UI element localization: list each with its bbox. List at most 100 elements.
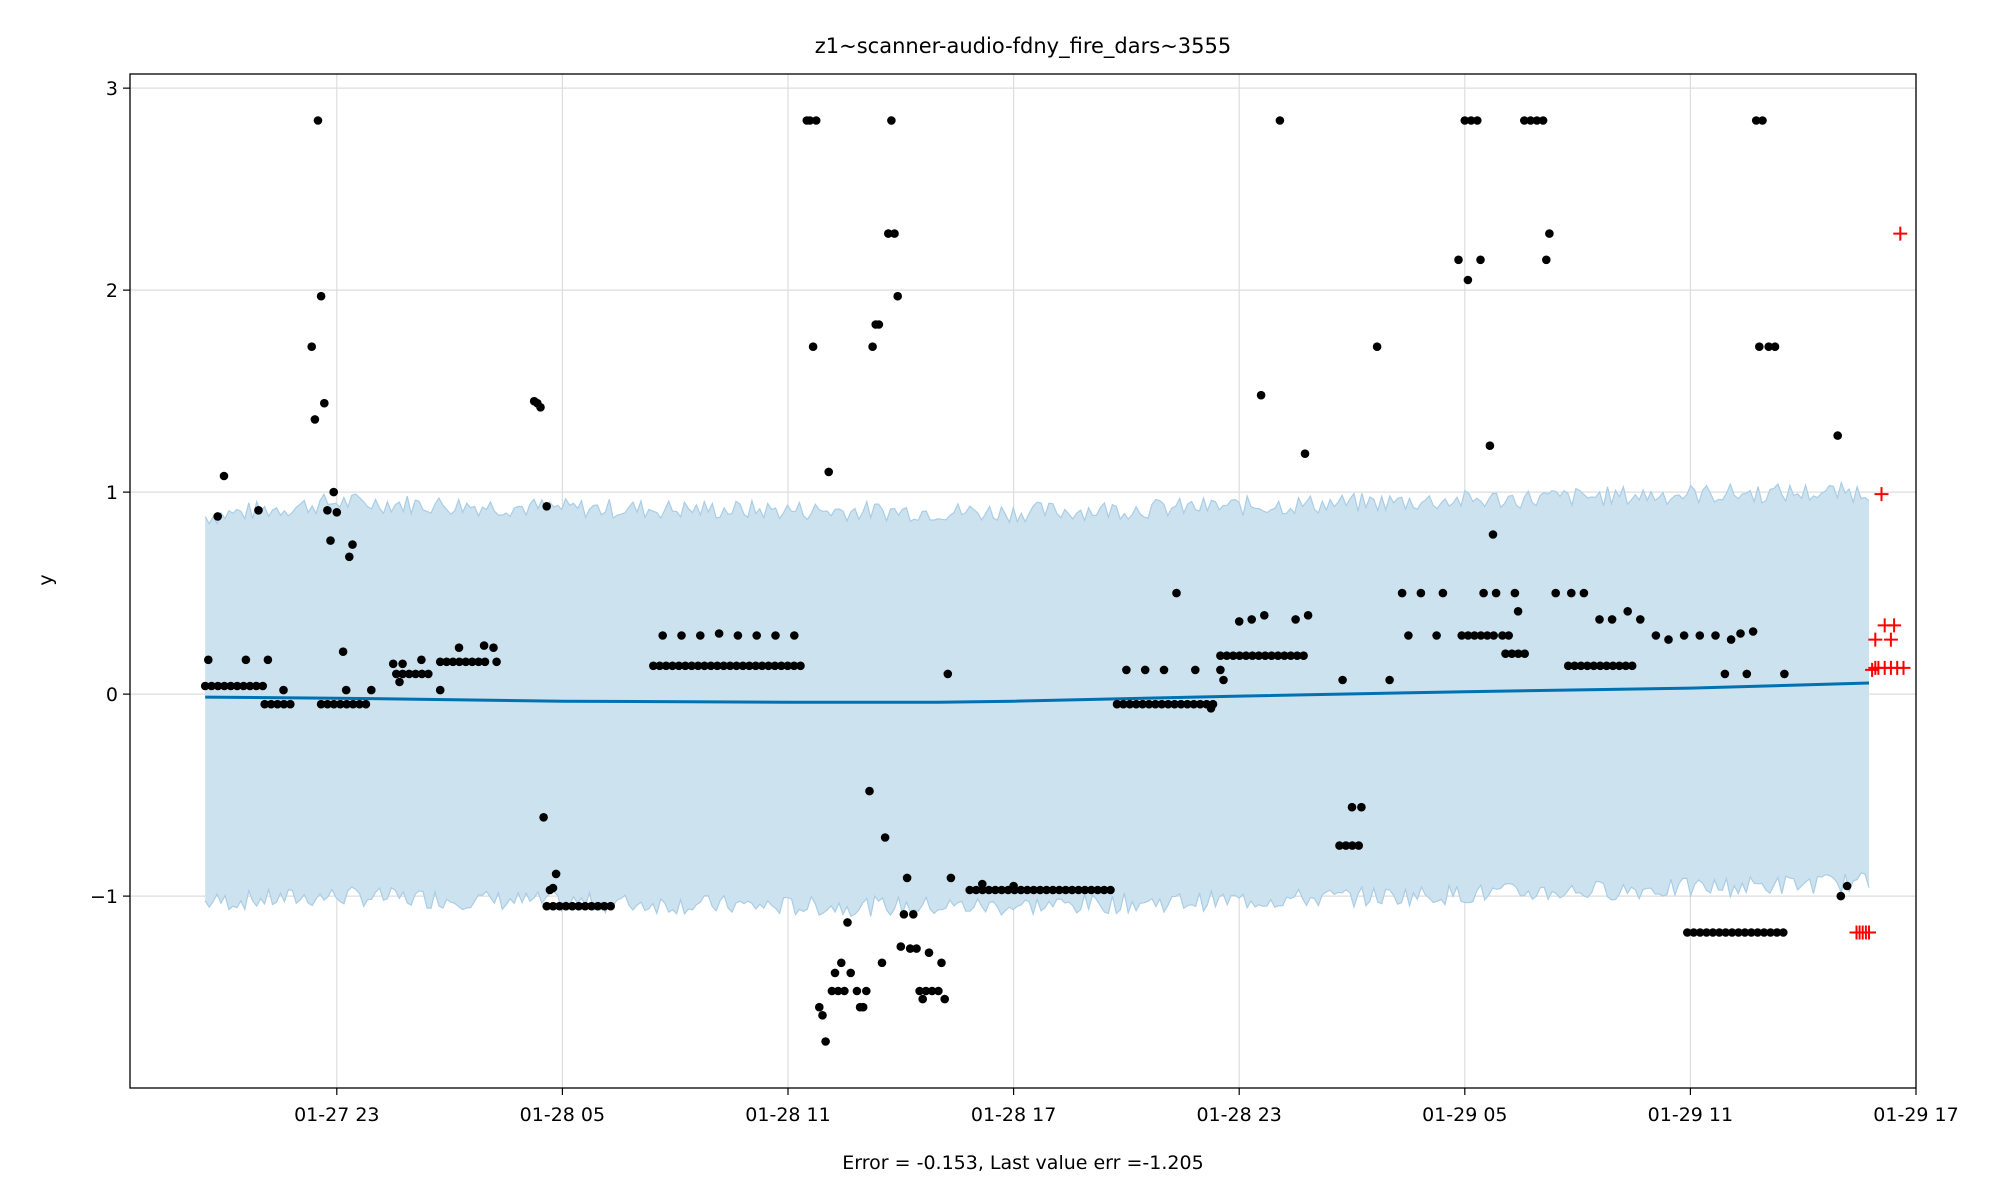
observed-point	[1348, 841, 1357, 850]
observed-point	[1498, 631, 1507, 640]
observed-point	[1520, 649, 1529, 658]
observed-point	[1241, 651, 1251, 660]
observed-point	[790, 631, 799, 640]
y-tick-label: 0	[106, 684, 118, 706]
observed-point	[323, 699, 332, 709]
x-tick-label: 01-29 05	[1422, 1104, 1507, 1126]
observed-point	[548, 901, 558, 911]
observed-point	[1216, 665, 1225, 675]
observed-point	[937, 958, 946, 968]
observed-point	[454, 643, 464, 652]
observed-point	[341, 685, 351, 695]
observed-point	[213, 512, 222, 521]
observed-point	[1280, 651, 1289, 660]
x-axis-label: Error = -0.153, Last value err =-1.205	[842, 1152, 1203, 1174]
observed-point	[411, 669, 420, 679]
x-tick-label: 01-28 05	[520, 1104, 605, 1126]
observed-point	[316, 699, 326, 709]
forecast-point	[1865, 662, 1880, 677]
observed-point	[1029, 885, 1038, 895]
observed-point	[1335, 841, 1344, 850]
observed-point	[943, 669, 953, 679]
observed-point	[1702, 928, 1711, 937]
observed-point	[1300, 449, 1310, 459]
observed-point	[1576, 661, 1586, 671]
observed-point	[1651, 631, 1661, 640]
observed-point	[1055, 885, 1064, 895]
forecast-points	[1849, 226, 1911, 940]
observed-point	[260, 699, 270, 709]
observed-point	[1695, 928, 1705, 937]
observed-point	[934, 986, 943, 996]
observed-point	[837, 958, 846, 968]
observed-point	[1432, 631, 1441, 640]
observed-point	[770, 661, 780, 671]
observed-point	[1338, 675, 1347, 685]
observed-point	[1470, 631, 1479, 640]
observed-point	[388, 659, 398, 669]
observed-point	[1623, 607, 1632, 616]
observed-point	[1766, 928, 1775, 937]
observed-point	[771, 631, 780, 640]
observed-point	[1755, 342, 1764, 352]
observed-point	[1715, 928, 1724, 937]
observed-point	[1254, 651, 1264, 660]
observed-point	[1023, 885, 1032, 895]
observed-point	[539, 813, 548, 822]
x-axis-ticks: 01-27 23 01-28 05 01-28 11 01-28 17 01-28 23…	[294, 1088, 1959, 1126]
observed-point	[696, 631, 705, 640]
observed-point	[1711, 631, 1720, 640]
observed-point	[435, 685, 445, 695]
observed-point	[833, 986, 843, 996]
observed-point	[232, 681, 242, 691]
observed-point	[1510, 588, 1520, 598]
observed-point	[1764, 342, 1773, 352]
observed-point	[1106, 885, 1115, 895]
observed-point	[1563, 661, 1573, 671]
observed-point	[279, 685, 288, 695]
forecast-point	[1868, 632, 1883, 647]
observed-point	[1779, 928, 1788, 937]
observed-point	[345, 552, 354, 562]
observed-point	[551, 869, 561, 879]
observed-point	[606, 901, 615, 911]
observed-point	[978, 885, 987, 895]
observed-point	[241, 655, 251, 665]
observed-point	[1267, 651, 1276, 660]
observed-point	[1260, 611, 1269, 620]
observed-point	[830, 968, 840, 978]
observed-point	[442, 657, 451, 667]
observed-point	[971, 885, 981, 895]
observed-point	[965, 885, 974, 895]
observed-point	[1016, 885, 1026, 895]
observed-point	[843, 918, 852, 927]
observed-point	[893, 291, 902, 301]
observed-point	[940, 994, 949, 1004]
observed-point	[681, 661, 690, 671]
observed-point	[417, 655, 426, 665]
observed-point	[868, 342, 877, 352]
observed-point	[323, 506, 332, 515]
observed-point	[1042, 885, 1051, 895]
observed-point	[1466, 116, 1476, 125]
observed-point	[1009, 881, 1018, 891]
observed-point	[252, 681, 261, 691]
observed-point	[1159, 665, 1169, 675]
observed-point	[1260, 651, 1270, 660]
observed-point	[811, 116, 821, 125]
observed-point	[1463, 631, 1473, 640]
observed-point	[1093, 885, 1102, 895]
plot-frame	[129, 73, 1917, 1089]
observed-point	[338, 647, 348, 656]
observed-point	[789, 661, 799, 671]
observed-point	[320, 398, 329, 408]
observed-point	[805, 116, 815, 125]
observed-point	[1607, 615, 1617, 624]
observed-point	[1833, 431, 1842, 440]
observed-point	[887, 116, 896, 125]
forecast-point	[1862, 925, 1876, 940]
observed-point	[1067, 885, 1077, 895]
observed-point	[254, 506, 263, 515]
observed-point	[1734, 928, 1743, 937]
observed-point	[266, 699, 276, 709]
